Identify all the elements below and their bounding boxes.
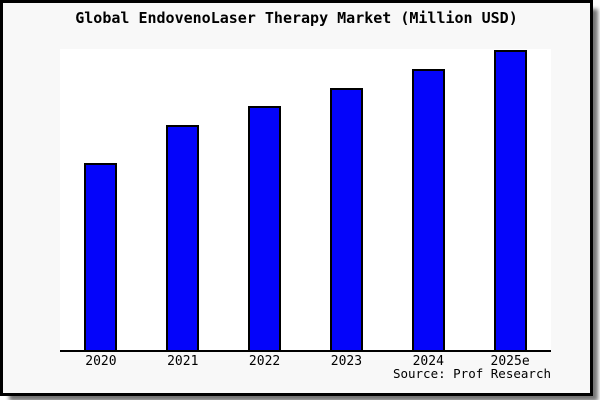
x-tick-2021: 2021 <box>167 354 199 369</box>
x-axis-tick-labels: 2020 2021 2022 2023 2024 2025e <box>60 354 551 370</box>
x-tick-2025e: 2025e <box>490 354 530 369</box>
x-tick-2023: 2023 <box>330 354 363 369</box>
bar-2021 <box>166 125 200 350</box>
x-tick-2022: 2022 <box>248 354 281 369</box>
bar-2025e <box>493 50 527 350</box>
x-tick-2024: 2024 <box>412 354 444 369</box>
plot-area <box>60 49 551 352</box>
x-tick-2020: 2020 <box>85 354 117 369</box>
bar-2020 <box>84 162 118 350</box>
chart-frame: Global EndovenoLaser Therapy Market (Mil… <box>0 0 593 396</box>
bar-2023 <box>329 87 363 350</box>
chart-title: Global EndovenoLaser Therapy Market (Mil… <box>75 9 518 27</box>
bar-2022 <box>248 106 282 350</box>
source-text: Source: Prof Research <box>392 366 551 381</box>
bar-2024 <box>411 69 445 350</box>
